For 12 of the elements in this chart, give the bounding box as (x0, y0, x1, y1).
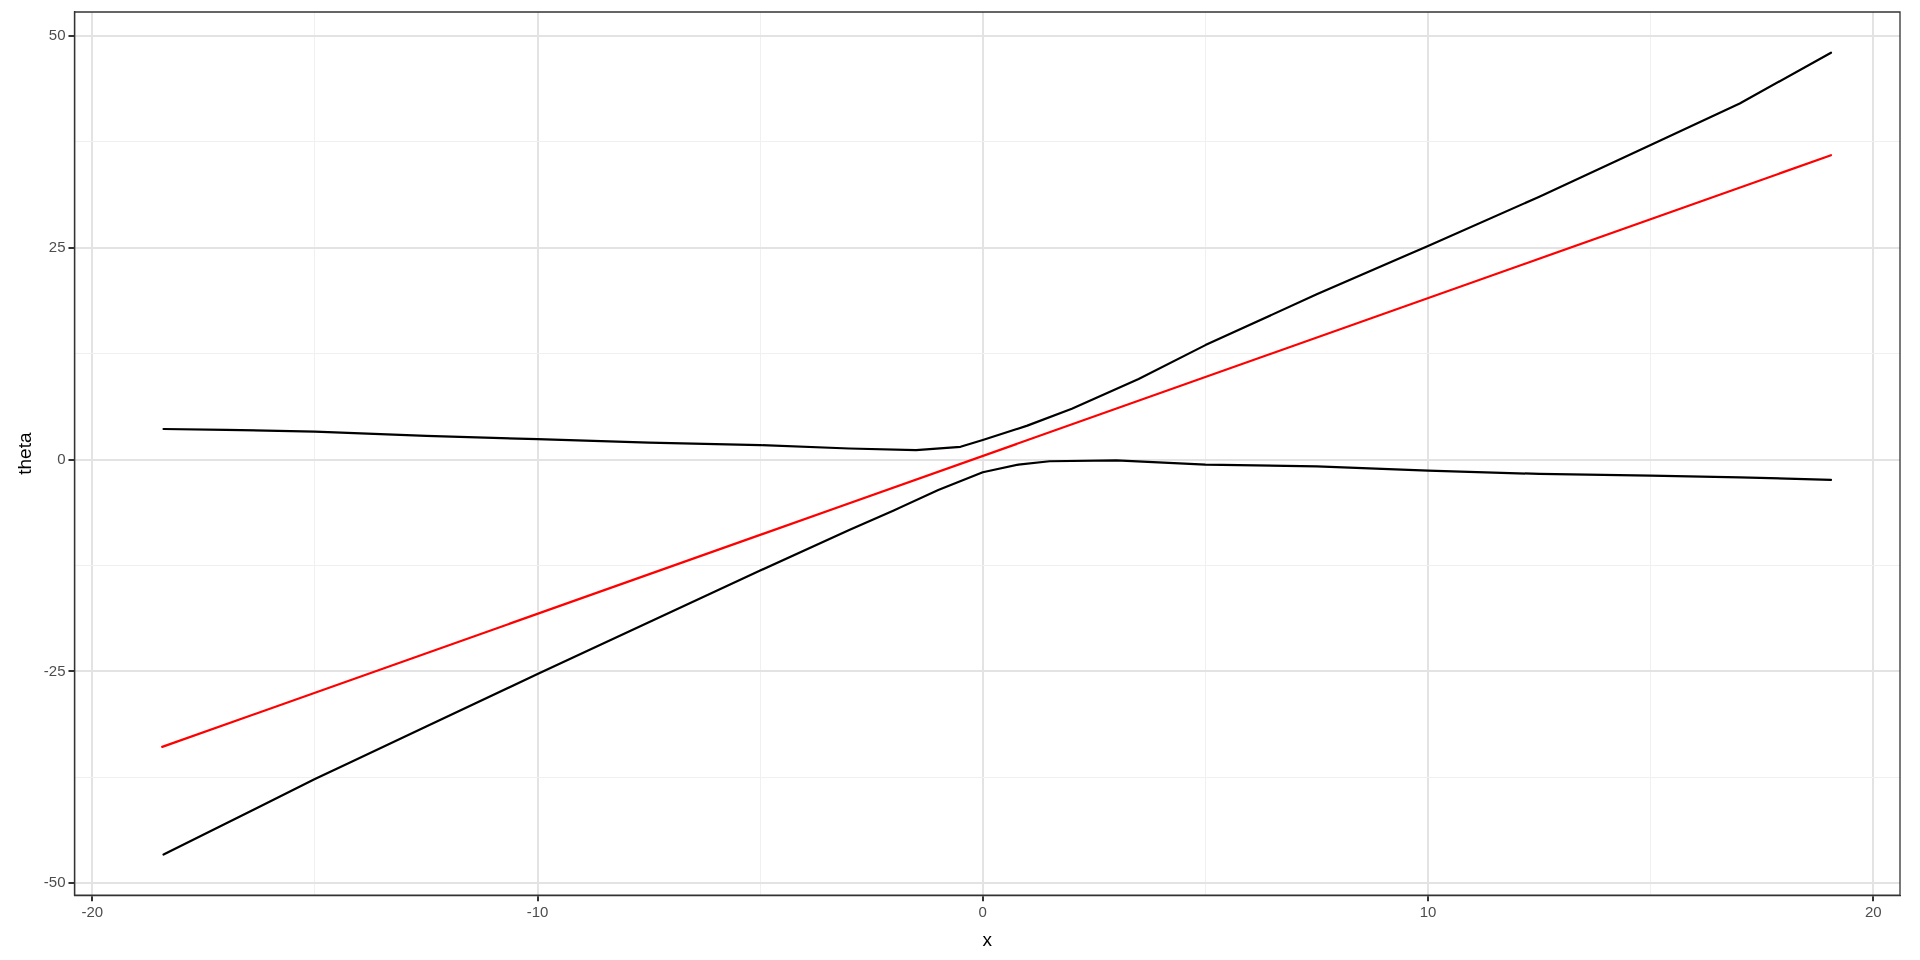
x-tick-label: 10 (1419, 903, 1437, 921)
x-axis-title: x (982, 928, 993, 950)
x-tick-label: -20 (81, 903, 104, 921)
y-tick-label: 25 (48, 237, 66, 255)
y-tick-label: 0 (57, 449, 66, 467)
y-tick-label: 50 (48, 25, 66, 43)
x-tick-label: -10 (526, 903, 549, 921)
y-tick-label: -25 (43, 661, 66, 679)
y-tick-label: -50 (43, 873, 66, 891)
x-tick-label: 20 (1864, 903, 1882, 921)
x-tick-label: 0 (978, 903, 987, 921)
y-axis-title: theta (13, 432, 35, 475)
